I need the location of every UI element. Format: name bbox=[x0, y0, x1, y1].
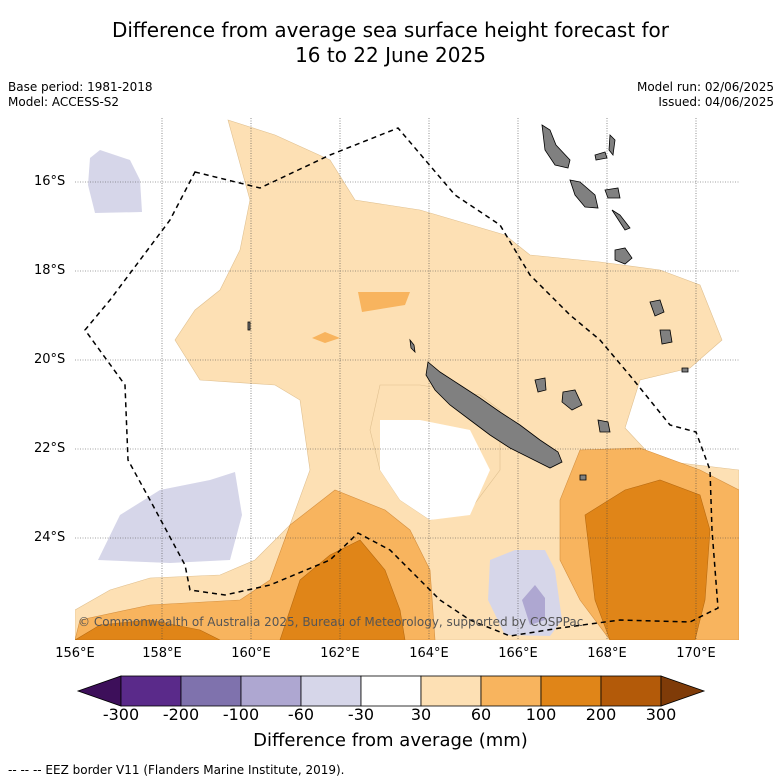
colorbar-tick: 300 bbox=[645, 705, 677, 724]
vanuatu-north bbox=[541, 124, 571, 169]
lon-label: 164°E bbox=[409, 646, 449, 661]
lon-label: 162°E bbox=[320, 646, 360, 661]
colorbar-label: Difference from average (mm) bbox=[253, 730, 528, 751]
colorbar-tick: 60 bbox=[470, 705, 492, 724]
eez-footnote: -- -- -- EEZ border V11 (Flanders Marine… bbox=[8, 763, 345, 777]
colorbar-seg-2 bbox=[180, 675, 242, 707]
vanuatu-3 bbox=[569, 179, 621, 209]
lon-label: 160°E bbox=[231, 646, 271, 661]
colorbar-low-arrow bbox=[76, 675, 122, 707]
model-name: Model: ACCESS-S2 bbox=[8, 95, 120, 109]
title-line-2: 16 to 22 June 2025 bbox=[295, 43, 486, 67]
colorbar-seg-6 bbox=[420, 675, 482, 707]
loyalty-islands bbox=[534, 377, 611, 433]
anomaly-60-100-small2 bbox=[312, 332, 340, 343]
lon-label: 168°E bbox=[587, 646, 627, 661]
colorbar-seg-8 bbox=[540, 675, 602, 707]
anomaly-neutral-2 bbox=[380, 420, 490, 520]
colorbar-seg-5 bbox=[360, 675, 422, 707]
colorbar-high-arrow bbox=[660, 675, 706, 707]
anomaly-60-100-small1 bbox=[358, 292, 410, 312]
eez-border bbox=[84, 127, 719, 637]
meta-right: Model run: 02/06/2025 Issued: 04/06/2025 bbox=[637, 80, 774, 110]
colorbar-tick: 100 bbox=[525, 705, 557, 724]
colorbar-tick: 30 bbox=[410, 705, 432, 724]
vanuatu-4 bbox=[611, 209, 633, 265]
anomaly-100-200-east bbox=[584, 479, 711, 640]
lat-label: 16°S bbox=[34, 174, 66, 189]
lat-label: 22°S bbox=[34, 441, 66, 456]
colorbar-tick: -30 bbox=[347, 705, 375, 724]
colorbar-tick: -60 bbox=[287, 705, 315, 724]
lon-label: 158°E bbox=[142, 646, 182, 661]
lon-label: 170°E bbox=[676, 646, 716, 661]
colorbar-tick: -300 bbox=[102, 705, 140, 724]
anomaly-minus-30-60-nw bbox=[88, 150, 142, 213]
colorbar-seg-4 bbox=[300, 675, 362, 707]
copyright-notice: © Commonwealth of Australia 2025, Bureau… bbox=[78, 615, 584, 629]
issued-date: Issued: 04/06/2025 bbox=[658, 95, 774, 109]
colorbar-seg-9 bbox=[600, 675, 662, 707]
colorbar-tick: -200 bbox=[162, 705, 200, 724]
colorbar-seg-7 bbox=[480, 675, 542, 707]
anomaly-minus-60-100 bbox=[522, 585, 545, 625]
anomaly-minus-30-60-sw bbox=[98, 472, 242, 563]
small-islands-west bbox=[247, 321, 416, 354]
lon-label: 156°E bbox=[55, 646, 95, 661]
colorbar-tick: -100 bbox=[222, 705, 260, 724]
lon-label: 166°E bbox=[498, 646, 538, 661]
colorbar-seg-1 bbox=[120, 675, 182, 707]
land-masses bbox=[247, 124, 689, 481]
title-line-1: Difference from average sea surface heig… bbox=[111, 18, 670, 42]
lat-label: 24°S bbox=[34, 530, 66, 545]
new-caledonia bbox=[425, 361, 563, 469]
vanuatu-2 bbox=[594, 134, 616, 161]
colorbar-tick: 200 bbox=[585, 705, 617, 724]
chart-title: Difference from average sea surface heig… bbox=[0, 18, 781, 68]
matthew-hunter bbox=[579, 299, 689, 481]
meta-left: Base period: 1981-2018 Model: ACCESS-S2 bbox=[8, 80, 153, 110]
base-period: Base period: 1981-2018 bbox=[8, 80, 153, 94]
map-area bbox=[75, 118, 739, 640]
lat-label: 18°S bbox=[34, 263, 66, 278]
colorbar-seg-3 bbox=[240, 675, 302, 707]
colorbar bbox=[76, 675, 706, 707]
model-run: Model run: 02/06/2025 bbox=[636, 80, 774, 94]
gridlines bbox=[75, 118, 739, 640]
lat-label: 20°S bbox=[34, 352, 66, 367]
